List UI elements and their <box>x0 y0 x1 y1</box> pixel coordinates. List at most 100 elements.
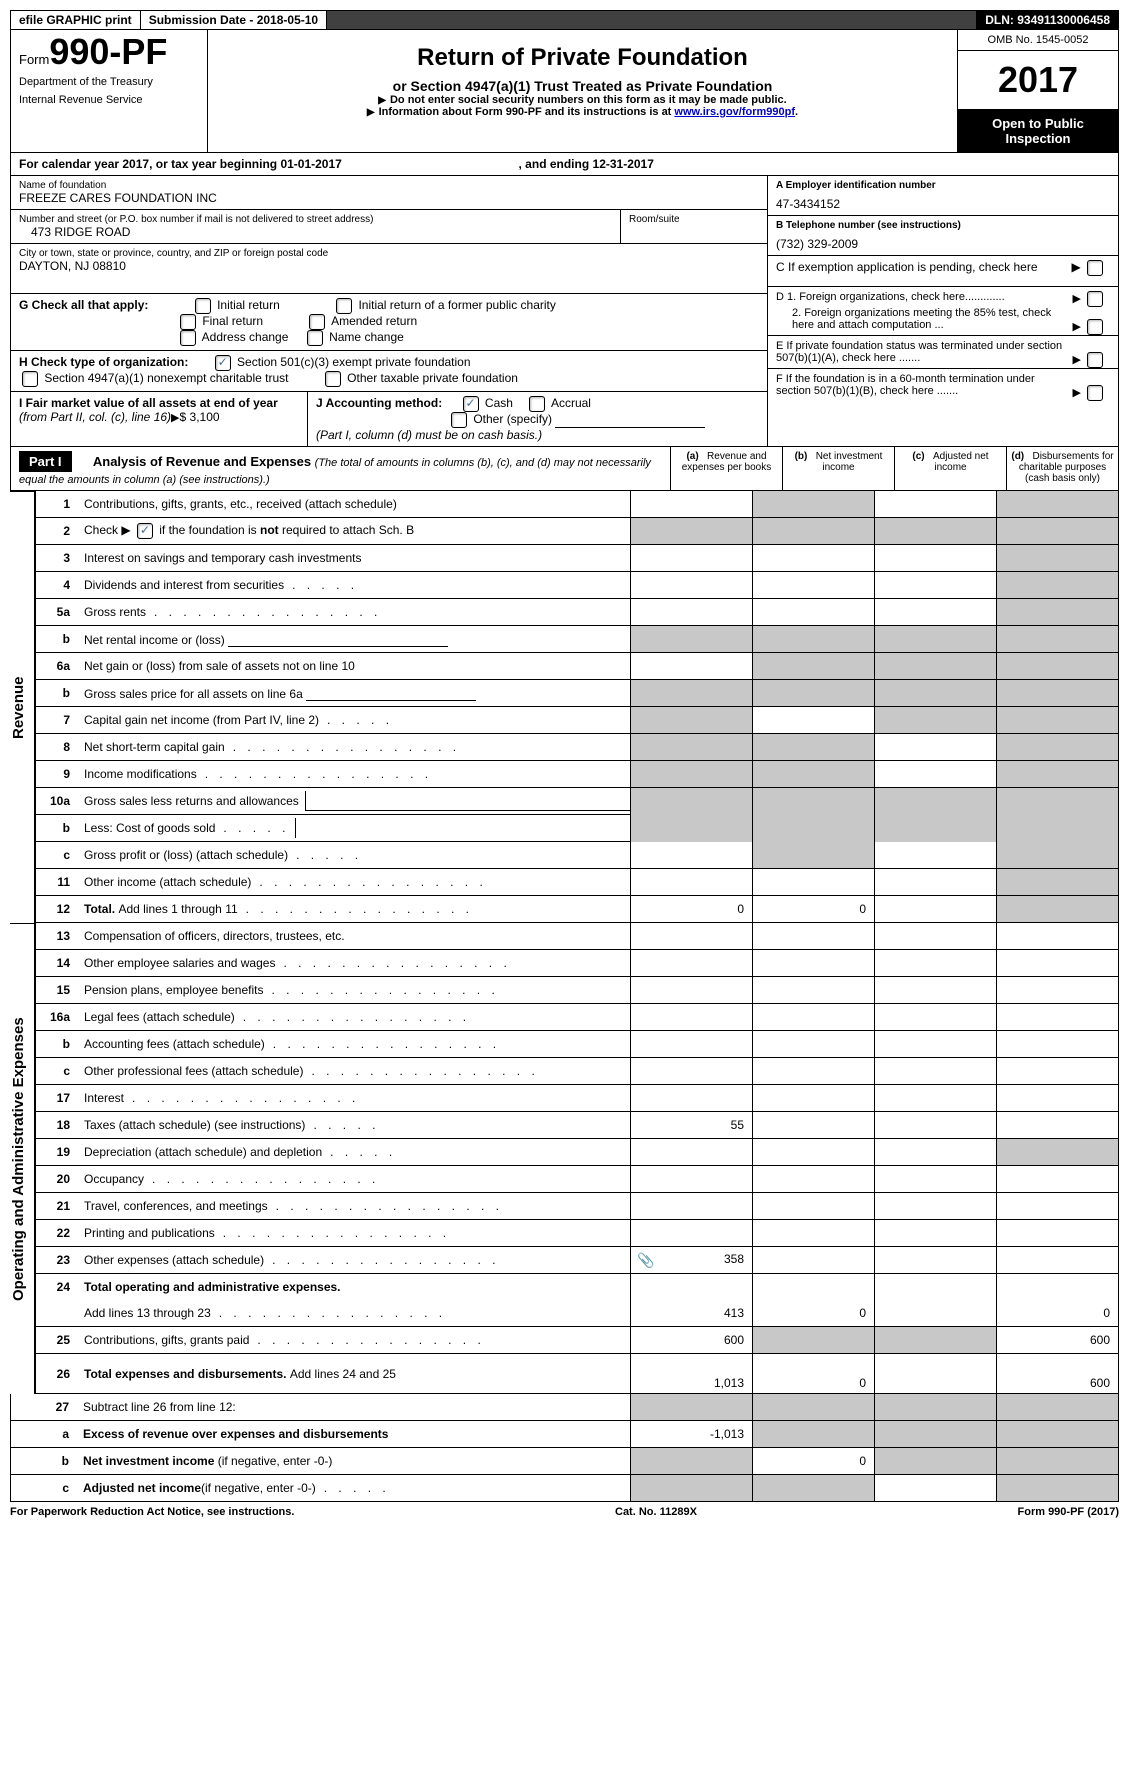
cogs-box[interactable] <box>295 818 630 838</box>
name-label: Name of foundation <box>19 180 759 191</box>
phone-value: (732) 329-2009 <box>776 231 1110 251</box>
ssn-warning: Do not enter social security numbers on … <box>216 94 949 106</box>
c-label: C If exemption application is pending, c… <box>776 260 1038 274</box>
d1-label: D 1. Foreign organizations, check here..… <box>776 291 1005 303</box>
section-g: G Check all that apply: Initial return I… <box>11 294 767 351</box>
checkbox-exemption-pending[interactable] <box>1087 260 1103 276</box>
checkbox-4947a1[interactable] <box>22 371 38 387</box>
form-subtitle: or Section 4947(a)(1) Trust Treated as P… <box>216 78 949 94</box>
city-cell: City or town, state or province, country… <box>11 244 767 294</box>
table-row: bNet investment income (if negative, ent… <box>11 1448 1119 1475</box>
j-accrual: Accrual <box>551 396 591 410</box>
g-label: G Check all that apply: <box>19 298 148 312</box>
other-specify-input[interactable] <box>555 413 705 428</box>
table-row: bGross sales price for all assets on lin… <box>36 680 1119 707</box>
h-other-taxable: Other taxable private foundation <box>347 371 518 385</box>
table-row: Add lines 13 through 2341300 <box>36 1300 1119 1327</box>
row-2-desc: Check ▶ if the foundation is not require… <box>78 518 631 545</box>
checkbox-name-change[interactable] <box>307 330 323 346</box>
checkbox-other-method[interactable] <box>451 412 467 428</box>
checkbox-cash[interactable] <box>463 396 479 412</box>
spacer <box>327 11 977 29</box>
checkbox-final-return[interactable] <box>180 314 196 330</box>
foundation-name-cell: Name of foundation FREEZE CARES FOUNDATI… <box>11 176 767 210</box>
table-row: 15Pension plans, employee benefits <box>36 977 1119 1004</box>
gross-sales-input[interactable] <box>306 686 476 701</box>
form-title: Return of Private Foundation <box>216 44 949 72</box>
checkbox-60month[interactable] <box>1087 385 1103 401</box>
section-c: C If exemption application is pending, c… <box>768 256 1118 287</box>
form-page: efile GRAPHIC print Submission Date - 20… <box>10 10 1119 1522</box>
ein-cell: A Employer identification number 47-3434… <box>768 176 1118 216</box>
checkbox-amended[interactable] <box>309 314 325 330</box>
net-rental-input[interactable] <box>228 632 448 647</box>
section-d: D 1. Foreign organizations, check here..… <box>768 287 1118 336</box>
j-label: J Accounting method: <box>316 396 442 410</box>
checkbox-initial-return[interactable] <box>195 298 211 314</box>
table-row: 13Compensation of officers, directors, t… <box>36 923 1119 950</box>
e-label: E If private foundation status was termi… <box>776 340 1062 364</box>
j-cash: Cash <box>485 396 513 410</box>
fmv-value: $ 3,100 <box>180 410 220 424</box>
checkbox-foreign-org[interactable] <box>1087 291 1103 307</box>
checkbox-status-terminated[interactable] <box>1087 352 1103 368</box>
checkbox-other-taxable[interactable] <box>325 371 341 387</box>
d2-label: 2. Foreign organizations meeting the 85%… <box>792 307 1051 331</box>
g-final-return: Final return <box>202 314 263 328</box>
entity-left: Name of foundation FREEZE CARES FOUNDATI… <box>11 176 767 446</box>
table-row: 25Contributions, gifts, grants paid60060… <box>36 1327 1119 1354</box>
part1-header: Part I Analysis of Revenue and Expenses … <box>10 447 1119 491</box>
table-row: 3Interest on savings and temporary cash … <box>36 545 1119 572</box>
h-label: H Check type of organization: <box>19 355 188 369</box>
ein-value: 47-3434152 <box>776 191 1110 211</box>
entity-right: A Employer identification number 47-3434… <box>767 176 1118 446</box>
g-name-change: Name change <box>329 330 404 344</box>
col-c-hdr: (c) Adjusted net income <box>894 447 1006 490</box>
checkbox-addr-change[interactable] <box>180 330 196 346</box>
checkbox-accrual[interactable] <box>529 396 545 412</box>
checkbox-sch-b[interactable] <box>137 523 153 539</box>
checkbox-85pct[interactable] <box>1087 319 1103 335</box>
attachment-icon[interactable]: 📎 <box>637 1252 654 1269</box>
table-row: aExcess of revenue over expenses and dis… <box>11 1421 1119 1448</box>
table-row: 23Other expenses (attach schedule)📎358 <box>36 1247 1119 1274</box>
foundation-name: FREEZE CARES FOUNDATION INC <box>19 191 759 205</box>
street-address: 473 RIDGE ROAD <box>19 225 612 239</box>
info-line: Information about Form 990-PF and its in… <box>216 106 949 118</box>
irs-link[interactable]: www.irs.gov/form990pf <box>674 106 795 118</box>
header-left: Form990-PF Department of the Treasury In… <box>11 30 208 152</box>
table-row: cOther professional fees (attach schedul… <box>36 1058 1119 1085</box>
dept-treasury: Department of the Treasury <box>19 76 199 88</box>
g-amended: Amended return <box>331 314 417 328</box>
col-a-hdr: (a) Revenue and expenses per books <box>670 447 782 490</box>
header-center: Return of Private Foundation or Section … <box>208 30 957 152</box>
expenses-side-label: Operating and Administrative Expenses <box>10 923 35 1394</box>
j-other: Other (specify) <box>473 412 552 426</box>
checkbox-former-charity[interactable] <box>336 298 352 314</box>
bottom-table: 27Subtract line 26 from line 12: aExcess… <box>10 1394 1119 1502</box>
cal-begin: For calendar year 2017, or tax year begi… <box>19 157 342 171</box>
col-b-hdr: (b) Net investment income <box>782 447 894 490</box>
city-state-zip: DAYTON, NJ 08810 <box>19 259 759 273</box>
ein-label: A Employer identification number <box>776 180 936 191</box>
cat-no: Cat. No. 11289X <box>615 1506 697 1518</box>
form-number: Form990-PF <box>19 34 199 70</box>
open-inspection: Open to Public Inspection <box>958 110 1118 152</box>
revenue-section: Revenue 1Contributions, gifts, grants, e… <box>10 491 1119 923</box>
tax-year: 2017 <box>958 51 1118 110</box>
i-label: I Fair market value of all assets at end… <box>19 396 278 410</box>
gross-sales-box[interactable] <box>305 791 630 811</box>
table-row: 22Printing and publications <box>36 1220 1119 1247</box>
table-row: 12Total. Add lines 1 through 1100 <box>36 896 1119 923</box>
table-row: 20Occupancy <box>36 1166 1119 1193</box>
section-i: I Fair market value of all assets at end… <box>11 392 308 446</box>
table-row: 2Check ▶ if the foundation is not requir… <box>36 518 1119 545</box>
part1-badge: Part I <box>19 451 72 472</box>
g-former-charity: Initial return of a former public charit… <box>358 298 555 312</box>
table-row: bNet rental income or (loss) <box>36 626 1119 653</box>
form-990pf: 990-PF <box>49 31 167 72</box>
checkbox-501c3[interactable] <box>215 355 231 371</box>
submission-date: Submission Date - 2018-05-10 <box>141 11 327 29</box>
form-prefix: Form <box>19 52 49 67</box>
table-row: 21Travel, conferences, and meetings <box>36 1193 1119 1220</box>
